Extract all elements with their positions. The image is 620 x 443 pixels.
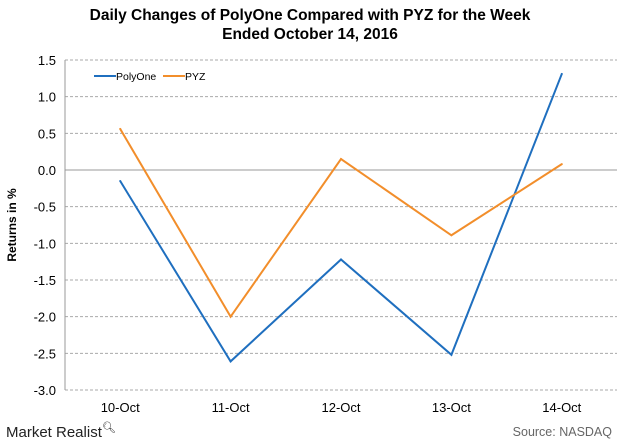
data-point-pyz xyxy=(340,158,342,160)
data-point-polyone xyxy=(119,180,122,182)
chart-title: Daily Changes of PolyOne Compared with P… xyxy=(0,6,620,44)
y-tick-label: -2.0 xyxy=(34,310,56,325)
legend-label: PolyOne xyxy=(116,71,156,83)
source-note: Source: NASDAQ xyxy=(512,425,612,439)
data-point-polyone xyxy=(560,72,563,75)
y-tick-label: 0.0 xyxy=(38,163,56,178)
legend-label: PYZ xyxy=(185,71,206,83)
y-tick-label: 0.5 xyxy=(38,126,56,141)
y-tick-label: -1.5 xyxy=(34,273,56,288)
data-point-polyone xyxy=(450,353,453,356)
chart-title-line-1: Daily Changes of PolyOne Compared with P… xyxy=(89,7,531,24)
y-tick-label: -3.0 xyxy=(34,383,56,398)
data-point-pyz xyxy=(560,163,563,166)
market-realist-logo: Market Realist🔍︎ xyxy=(6,421,116,441)
y-axis-label: Returns in % xyxy=(5,188,19,262)
series-line-polyone xyxy=(119,73,563,363)
chart-title-line-2: Ended October 14, 2016 xyxy=(222,26,398,43)
x-tick-label: 13-Oct xyxy=(432,400,471,415)
data-point-pyz xyxy=(450,234,453,237)
x-tick-label: 10-Oct xyxy=(101,400,140,415)
x-tick-label: 12-Oct xyxy=(321,400,360,415)
y-tick-label: 1.5 xyxy=(38,53,56,68)
data-point-pyz xyxy=(119,127,122,130)
y-tick-label: 1.0 xyxy=(38,90,56,105)
data-point-polyone xyxy=(229,360,232,363)
y-tick-label: -0.5 xyxy=(34,200,56,215)
x-tick-label: 14-Oct xyxy=(542,400,581,415)
x-tick-label: 11-Oct xyxy=(212,400,250,415)
y-tick-label: -1.0 xyxy=(34,236,56,251)
magnifier-icon: 🔍︎ xyxy=(101,422,116,434)
data-point-polyone xyxy=(340,258,342,261)
data-point-pyz xyxy=(229,315,232,318)
y-tick-label: -2.5 xyxy=(34,346,56,361)
logo-text: Market Realist xyxy=(6,424,102,441)
